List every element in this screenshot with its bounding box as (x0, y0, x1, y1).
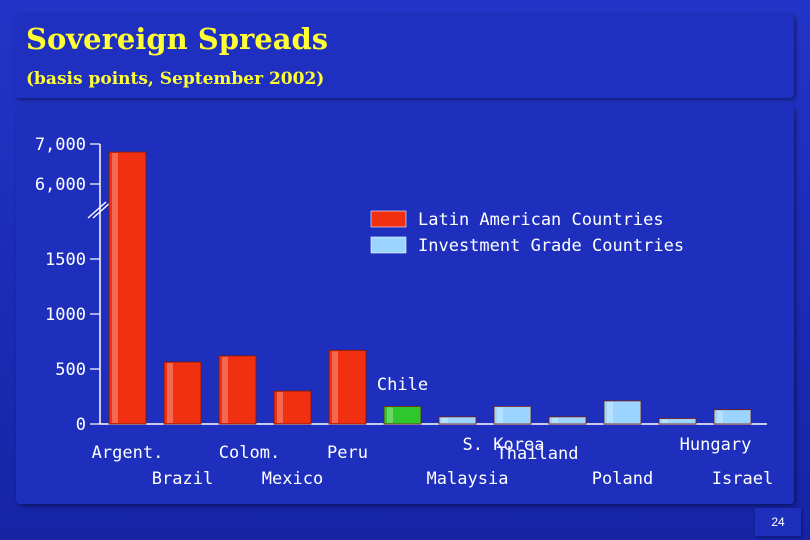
bar-highlight (442, 417, 448, 423)
category-label: Mexico (262, 469, 323, 489)
category-label: Thailand (497, 444, 579, 464)
y-tick-label: 1000 (45, 305, 86, 325)
y-tick-label: 1500 (45, 250, 86, 270)
bar-highlight (332, 351, 338, 423)
chart-bars (108, 151, 752, 425)
bar-brazil (163, 361, 202, 425)
y-tick-label: 6,000 (35, 175, 86, 195)
axis-break-mark (87, 201, 107, 219)
chart-axes: 0 500 1000 1500 6,000 7,000 (35, 135, 767, 435)
category-label: Chile (377, 375, 428, 395)
bar-s-korea (438, 416, 477, 425)
category-label: Malaysia (427, 469, 509, 489)
bar-peru (328, 349, 367, 425)
bar-highlight (222, 356, 228, 423)
bar-thailand (548, 416, 587, 425)
category-label: Colom. (219, 443, 280, 463)
slide-title: Sovereign Spreads (26, 22, 329, 56)
chart-legend: Latin American Countries Investment Grade… (370, 210, 684, 256)
bar-chile (383, 405, 422, 425)
bar-mexico (273, 390, 312, 425)
y-tick-label: 500 (55, 360, 86, 380)
category-label: Argent. (92, 443, 164, 463)
page-number: 24 (755, 508, 801, 536)
legend-label: Investment Grade Countries (418, 236, 684, 256)
bar-argent- (108, 151, 147, 425)
bar-colom- (218, 355, 257, 425)
legend-swatch (370, 210, 407, 228)
category-label: Hungary (680, 435, 752, 455)
axis-break-mark (92, 201, 112, 219)
bar-highlight (662, 419, 668, 423)
bar-highlight (112, 153, 118, 423)
bar-highlight (717, 410, 723, 423)
bar-highlight (607, 401, 613, 423)
legend-swatch (370, 236, 407, 254)
bar-highlight (277, 392, 283, 423)
category-label: Israel (712, 469, 773, 489)
title-panel: Sovereign Spreads (basis points, Septemb… (14, 14, 794, 98)
y-tick-label: 0 (76, 415, 86, 435)
bar-highlight (167, 363, 173, 423)
y-tick-label: 7,000 (35, 135, 86, 155)
bar-israel (713, 409, 752, 425)
category-label: Peru (327, 443, 368, 463)
category-label: S. Korea (463, 435, 545, 455)
bar-highlight (552, 417, 558, 423)
bar-malaysia (493, 405, 532, 425)
category-label: Poland (592, 469, 653, 489)
bar-hungary (658, 418, 697, 425)
slide-subtitle: (basis points, September 2002) (26, 69, 325, 89)
legend-label: Latin American Countries (418, 210, 664, 230)
bar-highlight (497, 407, 503, 423)
category-label: Brazil (152, 469, 213, 489)
bar-poland (603, 400, 642, 425)
bar-highlight (387, 407, 393, 423)
